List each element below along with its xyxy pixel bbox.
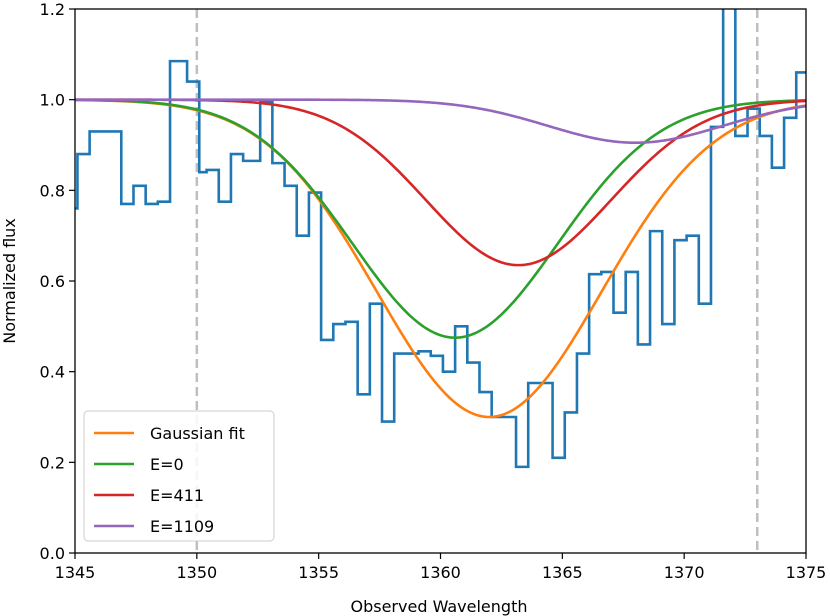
plot-clip-group xyxy=(75,9,806,553)
legend-label: E=0 xyxy=(150,455,184,474)
x-tick-label: 1355 xyxy=(298,563,339,582)
x-tick-label: 1375 xyxy=(786,563,827,582)
axes: 1345 1350 1355 1360 1365 1370 1375 0.0 0.2 0.4 0.6… xyxy=(40,0,827,582)
series-line-e-0 xyxy=(75,98,806,339)
y-tick-label: 0.6 xyxy=(40,272,65,291)
plot-area xyxy=(75,9,806,553)
legend-label: E=411 xyxy=(150,486,204,505)
x-tick-label: 1360 xyxy=(420,563,461,582)
series-line-gaussian-fit xyxy=(75,98,806,419)
legend: Gaussian fit E=0 E=411 E=1109 xyxy=(83,410,275,542)
x-tick-label: 1365 xyxy=(542,563,583,582)
y-tick-label: 1.0 xyxy=(40,91,65,110)
legend-label: Gaussian fit xyxy=(150,424,245,443)
spectrum-line xyxy=(75,9,806,469)
x-tick-label: 1350 xyxy=(176,563,217,582)
series-line-e-1109 xyxy=(75,98,806,145)
legend-box xyxy=(83,410,275,542)
series-line-e-411 xyxy=(75,98,806,267)
y-axis-label: Normalized flux xyxy=(0,218,19,344)
y-tick-label: 0.4 xyxy=(40,363,65,382)
x-axis-label: Observed Wavelength xyxy=(351,597,528,616)
y-tick-label: 0.0 xyxy=(40,544,65,563)
x-tick-label: 1345 xyxy=(55,563,96,582)
legend-label: E=1109 xyxy=(150,517,214,536)
y-tick-label: 1.2 xyxy=(40,0,65,19)
y-tick-label: 0.2 xyxy=(40,453,65,472)
y-tick-label: 0.8 xyxy=(40,181,65,200)
x-tick-label: 1370 xyxy=(664,563,705,582)
